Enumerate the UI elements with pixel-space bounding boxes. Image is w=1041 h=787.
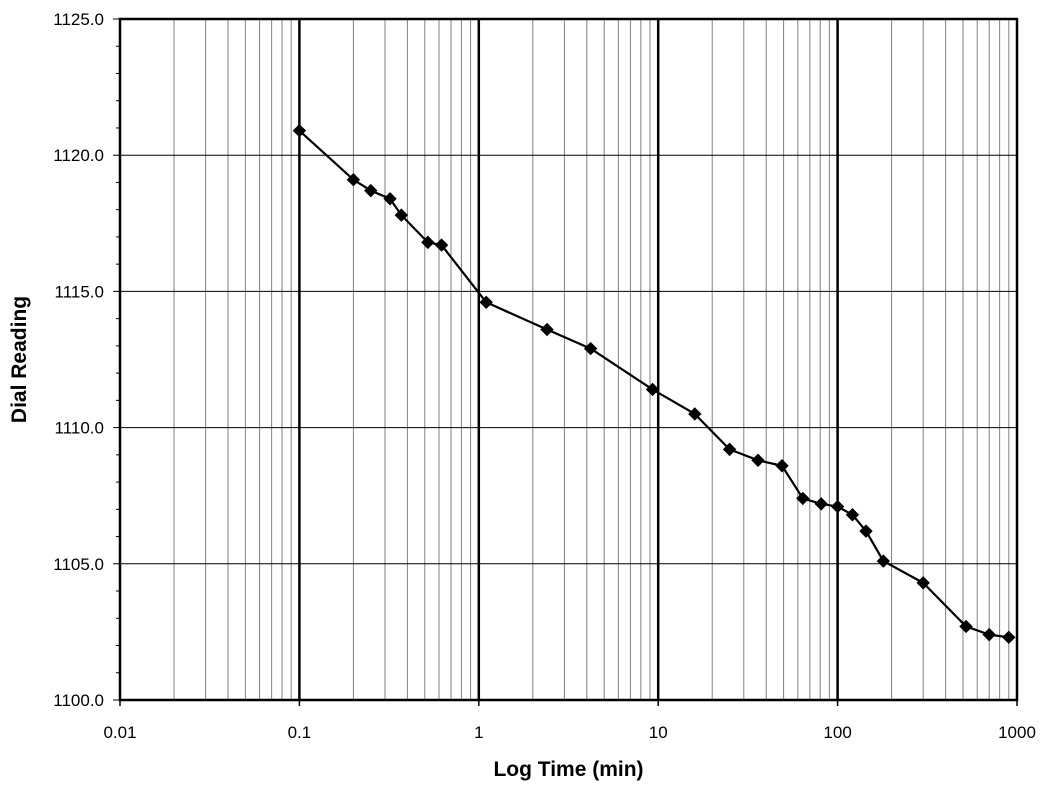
x-axis-title: Log Time (min) (493, 758, 643, 781)
data-point-marker (583, 341, 598, 356)
data-point-marker (859, 524, 873, 538)
y-tick-label: 1115.0 (55, 282, 104, 301)
data-point-marker (751, 453, 765, 467)
axis-tick-marks (113, 18, 1018, 706)
data-point-marker (1002, 630, 1016, 645)
data-point-marker (394, 208, 409, 222)
data-point-marker (814, 497, 828, 511)
x-tick-label: 0.01 (103, 723, 136, 742)
data-point-marker (722, 442, 737, 457)
x-tick-label: 1 (474, 723, 483, 742)
series-layer (292, 123, 1016, 645)
minor-gridlines (173, 19, 1010, 700)
y-tick-label: 1100.0 (53, 691, 104, 710)
x-tick-label: 10 (649, 723, 668, 742)
data-point-marker (346, 173, 361, 187)
data-point-marker (845, 508, 860, 522)
data-point-marker (876, 554, 891, 568)
y-tick-label: 1110.0 (55, 419, 104, 438)
data-point-marker (688, 407, 702, 421)
y-axis-title: Dial Reading (8, 296, 31, 423)
x-axis-tick-labels: 0.01 0.1 1 10 100 1000 (103, 723, 1035, 742)
data-point-marker (479, 295, 493, 310)
data-point-marker (916, 576, 930, 590)
data-point-marker (292, 123, 307, 138)
x-tick-label: 0.1 (288, 723, 312, 742)
data-point-marker (982, 627, 996, 642)
data-point-marker (830, 499, 845, 514)
plot-frame (118, 17, 1019, 702)
x-tick-label: 1000 (998, 723, 1036, 742)
data-point-marker (383, 192, 397, 206)
data-point-marker (421, 235, 435, 250)
y-tick-label: 1120.0 (53, 146, 104, 165)
data-point-marker (434, 238, 449, 252)
data-point-marker (775, 459, 789, 473)
data-point-marker (540, 322, 554, 337)
data-point-marker (364, 183, 378, 198)
data-point-marker (796, 491, 810, 506)
y-tick-label: 1105.0 (53, 555, 104, 574)
y-axis-tick-labels: 1100.0 1105.0 1110.0 1115.0 1120.0 1125.0 (53, 10, 104, 710)
data-point-marker (959, 619, 973, 634)
x-tick-label: 100 (823, 723, 851, 742)
data-point-marker (645, 382, 660, 397)
y-tick-label: 1125.0 (53, 10, 104, 29)
